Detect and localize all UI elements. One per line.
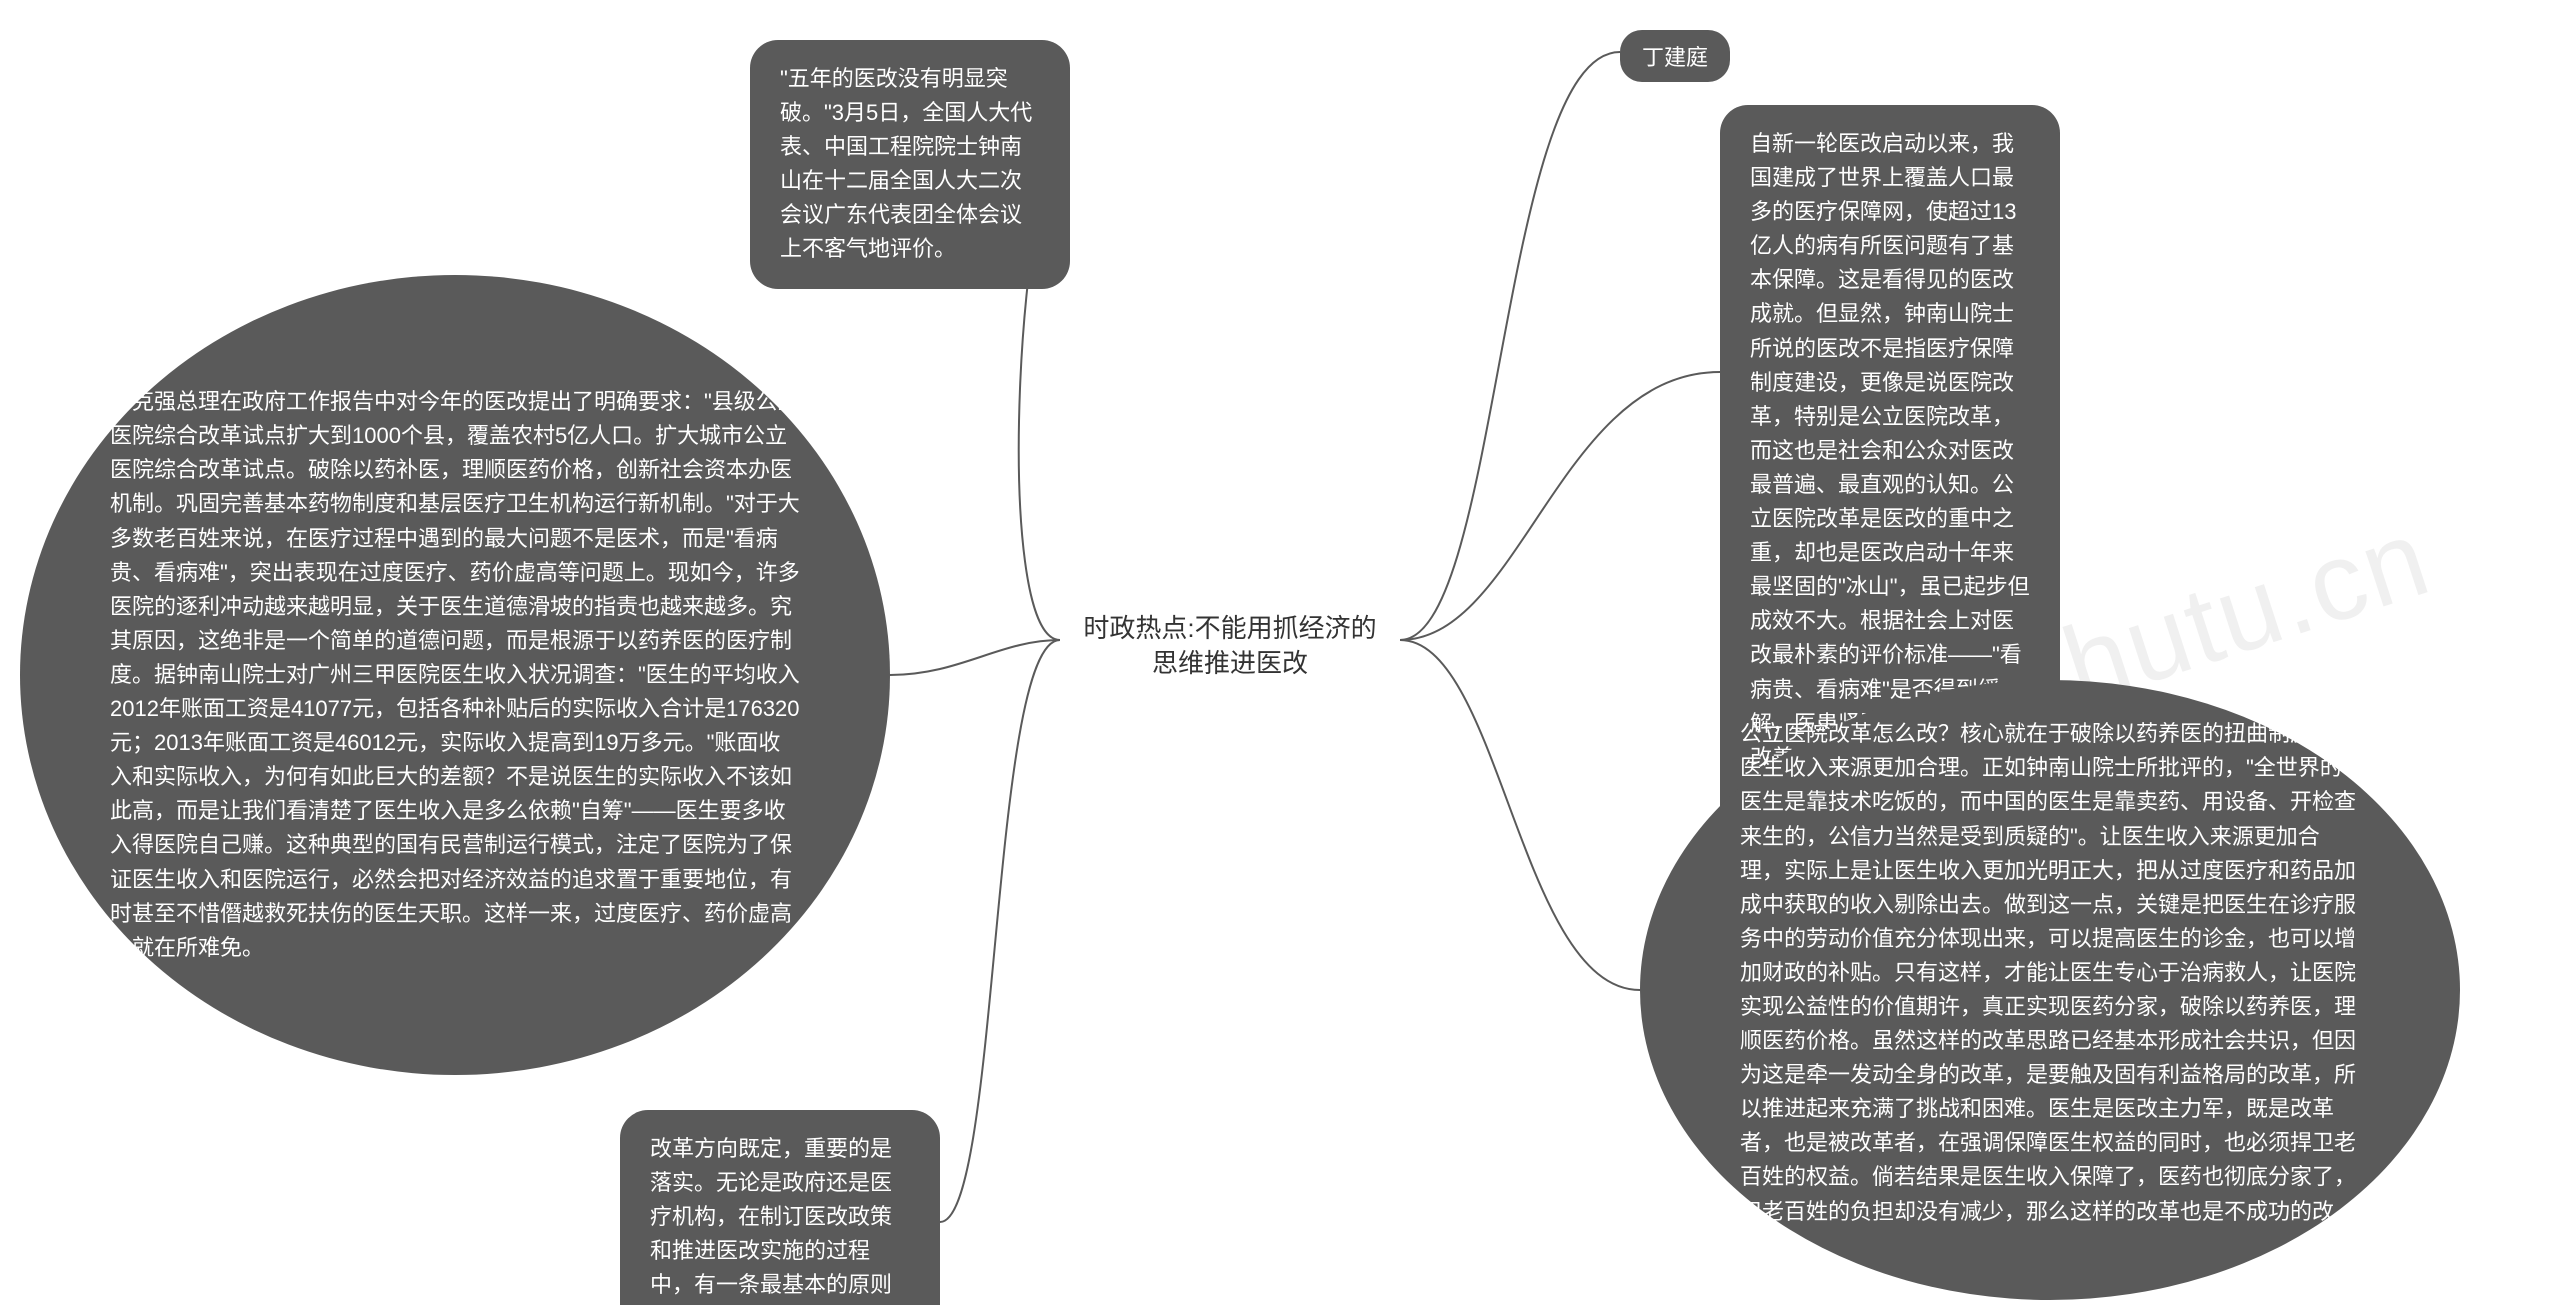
mindmap-canvas: 树图 shutu.cn 树图 shutu.cn 时政热点:不能用抓经济的思维推进… [0,0,2560,1305]
node-l3-text: 改革方向既定，重要的是落实。无论是政府还是医疗机构，在制订医改政策和推进医改实施… [650,1136,892,1305]
root-node[interactable]: 时政热点:不能用抓经济的思维推进医改 [1060,603,1400,689]
node-l2-text: 李克强总理在政府工作报告中对今年的医改提出了明确要求："县级公立医院综合改革试点… [110,389,800,960]
node-r3[interactable]: 公立医院改革怎么改？核心就在于破除以药养医的扭曲制度，让医生收入来源更加合理。正… [1640,680,2460,1300]
node-r1[interactable]: 丁建庭 [1620,30,1730,82]
node-r3-text: 公立医院改革怎么改？核心就在于破除以药养医的扭曲制度，让医生收入来源更加合理。正… [1740,721,2356,1257]
node-r1-text: 丁建庭 [1642,45,1708,70]
node-l3[interactable]: 改革方向既定，重要的是落实。无论是政府还是医疗机构，在制订医改政策和推进医改实施… [620,1110,940,1305]
node-l1-text: "五年的医改没有明显突破。"3月5日，全国人大代表、中国工程院院士钟南山在十二届… [780,66,1032,261]
link-r2 [1400,372,1720,640]
node-l1[interactable]: "五年的医改没有明显突破。"3月5日，全国人大代表、中国工程院院士钟南山在十二届… [750,40,1070,289]
link-l2 [890,640,1060,675]
link-r1 [1400,52,1620,640]
root-label: 时政热点:不能用抓经济的思维推进医改 [1083,613,1376,678]
node-l2[interactable]: 李克强总理在政府工作报告中对今年的医改提出了明确要求："县级公立医院综合改革试点… [20,275,890,1075]
link-r3 [1400,640,1640,990]
link-l3 [940,640,1060,1222]
